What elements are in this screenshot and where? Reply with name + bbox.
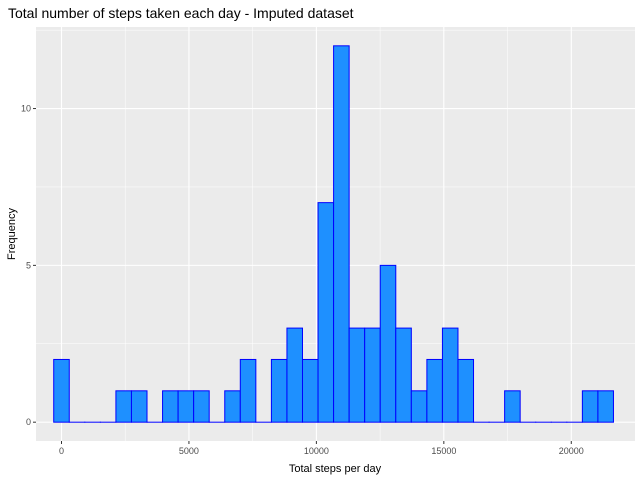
x-tick-label: 20000 (559, 446, 584, 456)
histogram-bar (286, 327, 303, 423)
y-tick-label: 5 (26, 260, 31, 270)
histogram-bar (115, 390, 132, 423)
histogram-bar (441, 327, 459, 423)
x-tick-label: 10000 (304, 446, 329, 456)
histogram-bar (130, 390, 148, 423)
histogram-bar (193, 390, 210, 423)
histogram-bar (581, 390, 599, 423)
histogram-bar (333, 45, 350, 423)
x-tick-label: 5000 (179, 446, 199, 456)
x-axis-ticks: 0 5000 10000 15000 20000 (59, 441, 584, 456)
histogram-bar (597, 390, 614, 423)
histogram-bar (224, 390, 241, 423)
histogram-bar (317, 202, 335, 423)
y-tick-label: 10 (21, 104, 31, 114)
y-tick-label: 0 (26, 417, 31, 427)
chart-title: Total number of steps taken each day - I… (8, 5, 354, 21)
histogram-bar (457, 358, 475, 423)
histogram-bar (504, 390, 521, 423)
histogram-bar (410, 390, 428, 423)
x-axis-title: Total steps per day (289, 463, 382, 475)
x-tick-label: 0 (59, 446, 64, 456)
histogram-bar (239, 358, 257, 423)
y-axis-ticks: 0 5 10 (21, 104, 36, 427)
histogram-bar (162, 390, 179, 423)
histogram-bar (53, 358, 70, 423)
histogram-bar (426, 358, 443, 423)
x-tick-label: 15000 (431, 446, 456, 456)
histogram-bar (364, 327, 381, 423)
histogram-bars (53, 45, 614, 423)
histogram-bar (379, 264, 397, 423)
histogram-bar (270, 358, 288, 423)
histogram-bar (395, 327, 412, 423)
y-axis-title: Frequency (6, 208, 18, 260)
histogram-bar (348, 327, 366, 423)
histogram-bar (177, 390, 195, 423)
histogram-bar (301, 358, 319, 423)
